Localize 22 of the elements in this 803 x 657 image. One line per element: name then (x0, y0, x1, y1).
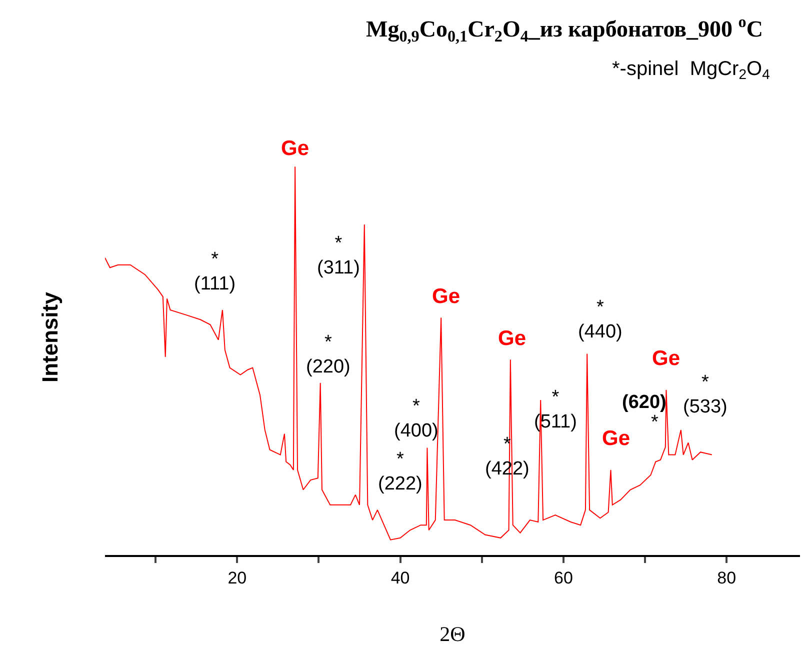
annotation: * (222) (378, 449, 422, 495)
annotation: * (400) (394, 396, 438, 442)
x-tick-label: 60 (554, 568, 573, 588)
annotation: * (311) (317, 233, 360, 279)
x-axis-title: 2Θ (440, 622, 466, 646)
annotation: Ge (281, 137, 310, 160)
annotation: (620) (622, 392, 666, 413)
chart-subtitle: *-spinel MgCr$_{2}$O$_{4}$ (612, 58, 770, 82)
annotation: * (220) (306, 332, 350, 378)
annotation: * (111) (194, 249, 236, 295)
annotation: Ge (498, 327, 526, 350)
annotation: * (651, 412, 659, 433)
annotation: * (533) (683, 372, 728, 418)
annotation: Ge (432, 285, 460, 308)
annotation: Ge (652, 347, 680, 370)
x-tick-label: 40 (390, 568, 410, 588)
annotation: Ge (602, 427, 630, 450)
annotation: * (440) (578, 297, 622, 343)
chart-title: Mg$_{0,9}$Co$_{0,1}$Cr$_{2}$O$_{4}$_из карбонатов_900 $^{o}$C (366, 14, 763, 46)
x-tick-label: 20 (228, 568, 247, 588)
x-tick-label: 80 (717, 568, 736, 588)
y-axis-title: Intensity (38, 291, 62, 382)
